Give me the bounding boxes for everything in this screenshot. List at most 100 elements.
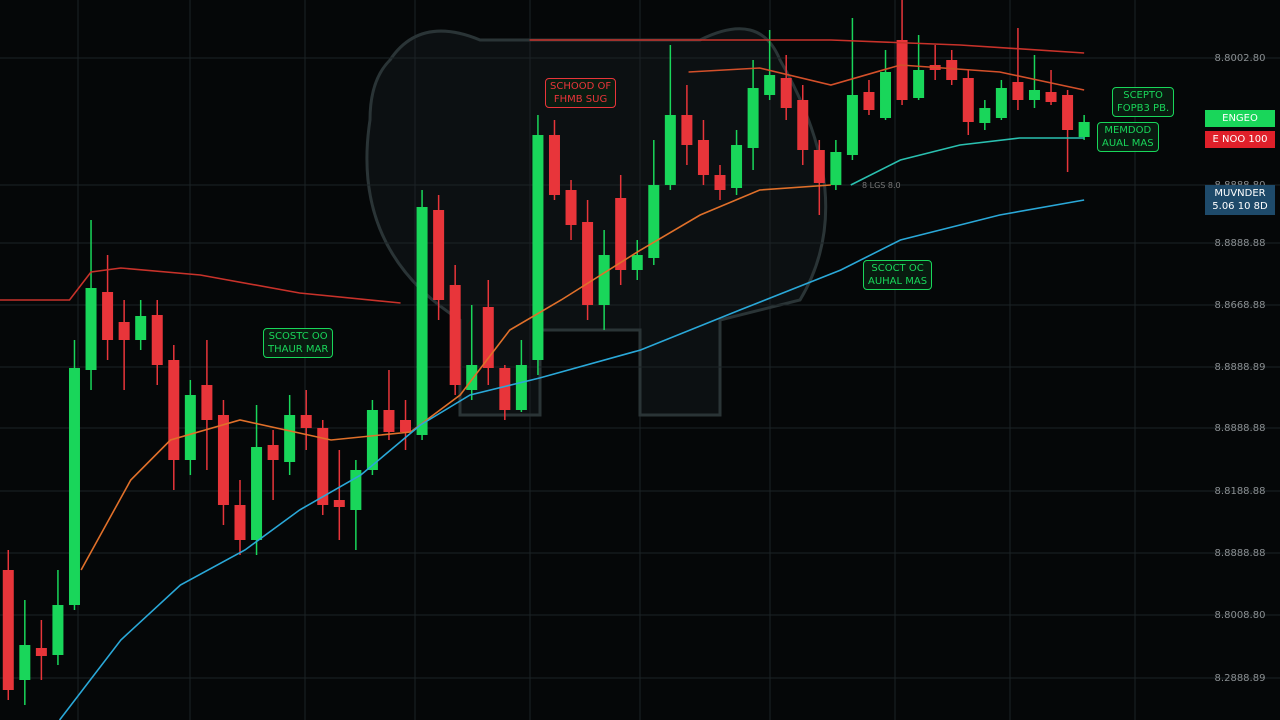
candle-body	[466, 365, 478, 390]
annotation-text: THAUR MAR	[268, 344, 329, 355]
candle-body	[598, 255, 610, 305]
annotation: MEMDOD AUAL MAS	[1097, 122, 1159, 152]
candle-body	[697, 140, 709, 175]
annotation-text: MEMDOD	[1104, 125, 1152, 136]
price-tag: E NOO 100	[1205, 131, 1275, 148]
y-tick-label: 8.8188.88	[1215, 486, 1266, 497]
candle-body	[35, 648, 47, 656]
candle-body	[2, 570, 14, 690]
candle-body	[896, 40, 908, 100]
annotation-text: SCHOOD OF	[550, 81, 612, 92]
ma-line	[688, 64, 1085, 91]
candle-body	[366, 410, 378, 470]
y-tick-label: 8.8888.88	[1215, 548, 1266, 559]
candle-body	[1045, 92, 1057, 102]
candle-body	[300, 415, 312, 428]
candle-body	[863, 92, 875, 110]
candle-body	[317, 428, 329, 505]
ma-line	[58, 199, 1085, 720]
candle-body	[979, 108, 991, 123]
candle-body	[201, 385, 213, 420]
ma-line	[0, 39, 1085, 304]
ma-line	[80, 184, 831, 571]
candle-body	[52, 605, 64, 655]
candle-body	[747, 88, 759, 148]
candle-body	[416, 207, 428, 435]
annotation: SCHOOD OF FHMB SUG	[545, 78, 617, 108]
candle-body	[664, 115, 676, 185]
candle-body	[85, 288, 97, 370]
annotation-text: AUHAL MAS	[868, 276, 928, 287]
candle-body	[565, 190, 577, 225]
annotation-text: SCOCT OC	[871, 263, 924, 274]
y-tick-label: 8.8002.80	[1215, 53, 1266, 64]
candle-body	[267, 445, 279, 460]
candle-body	[284, 415, 296, 462]
candle-body	[449, 285, 461, 385]
candle-body	[234, 505, 246, 540]
annotation: SCOSTC OO THAUR MAR	[263, 328, 334, 358]
candle-body	[515, 365, 527, 410]
y-tick-label: 8.8668.88	[1215, 300, 1266, 311]
candle-body	[962, 78, 974, 122]
candle-body	[846, 95, 858, 155]
y-tick-label: 8.8888.88	[1215, 423, 1266, 434]
price-tag-text: 5.06 10 8D	[1212, 201, 1268, 212]
candle-body	[946, 60, 958, 80]
candle-body	[102, 292, 114, 340]
candle-body	[19, 645, 31, 680]
candle-body	[1028, 90, 1040, 100]
annotation: SCEPTO FOPB3 PB.	[1112, 87, 1175, 117]
candle-body	[532, 135, 544, 360]
candle-body	[383, 410, 395, 432]
annotation-text: SCOSTC OO	[268, 331, 328, 342]
candle-body	[731, 145, 743, 188]
candle-body	[400, 420, 412, 432]
candle-body	[780, 78, 792, 108]
annotation-text: AUAL MAS	[1102, 138, 1154, 149]
annotation-text: FOPB3 PB.	[1117, 103, 1170, 114]
ma-line	[850, 137, 1085, 186]
annotation-text: FHMB SUG	[553, 94, 608, 105]
y-tick-label: 8.8008.80	[1215, 610, 1266, 621]
candle-body	[615, 198, 627, 270]
candle-body	[681, 115, 693, 145]
candle-body	[184, 395, 196, 460]
y-tick-label: 8.2888.89	[1215, 673, 1266, 684]
candle-body	[350, 470, 362, 510]
candle-body	[482, 307, 494, 368]
candle-body	[1012, 82, 1024, 100]
candle-body	[433, 210, 445, 300]
candle-body	[813, 150, 825, 183]
candle-body	[797, 100, 809, 150]
annotation-text: SCEPTO	[1123, 90, 1163, 101]
price-tag: MUVNDER 5.06 10 8D	[1205, 185, 1275, 215]
candle-body	[582, 222, 594, 305]
candle-body	[333, 500, 345, 507]
note: 8 LGS 8.0	[862, 181, 901, 190]
candle-body	[830, 152, 842, 185]
candle-body	[995, 88, 1007, 118]
y-tick-label: 8.8888.88	[1215, 238, 1266, 249]
candle-body	[913, 70, 925, 98]
candle-body	[168, 360, 180, 460]
price-tag: ENGEO	[1205, 110, 1275, 127]
price-tag-text: ENGEO	[1222, 113, 1258, 124]
candle-body	[118, 322, 130, 340]
candle-body	[880, 72, 892, 118]
candle-body	[251, 447, 263, 540]
candle-body	[714, 175, 726, 190]
candle-body	[648, 185, 660, 258]
candle-body	[631, 255, 643, 270]
candle-body	[68, 368, 80, 605]
price-tag-text: MUVNDER	[1214, 188, 1266, 199]
candle-body	[151, 315, 163, 365]
candle-body	[1062, 95, 1074, 130]
candle-body	[1078, 122, 1090, 137]
candle-body	[217, 415, 229, 505]
candle-body	[764, 75, 776, 95]
candle-body	[135, 316, 147, 340]
price-tag-text: E NOO 100	[1212, 134, 1268, 145]
